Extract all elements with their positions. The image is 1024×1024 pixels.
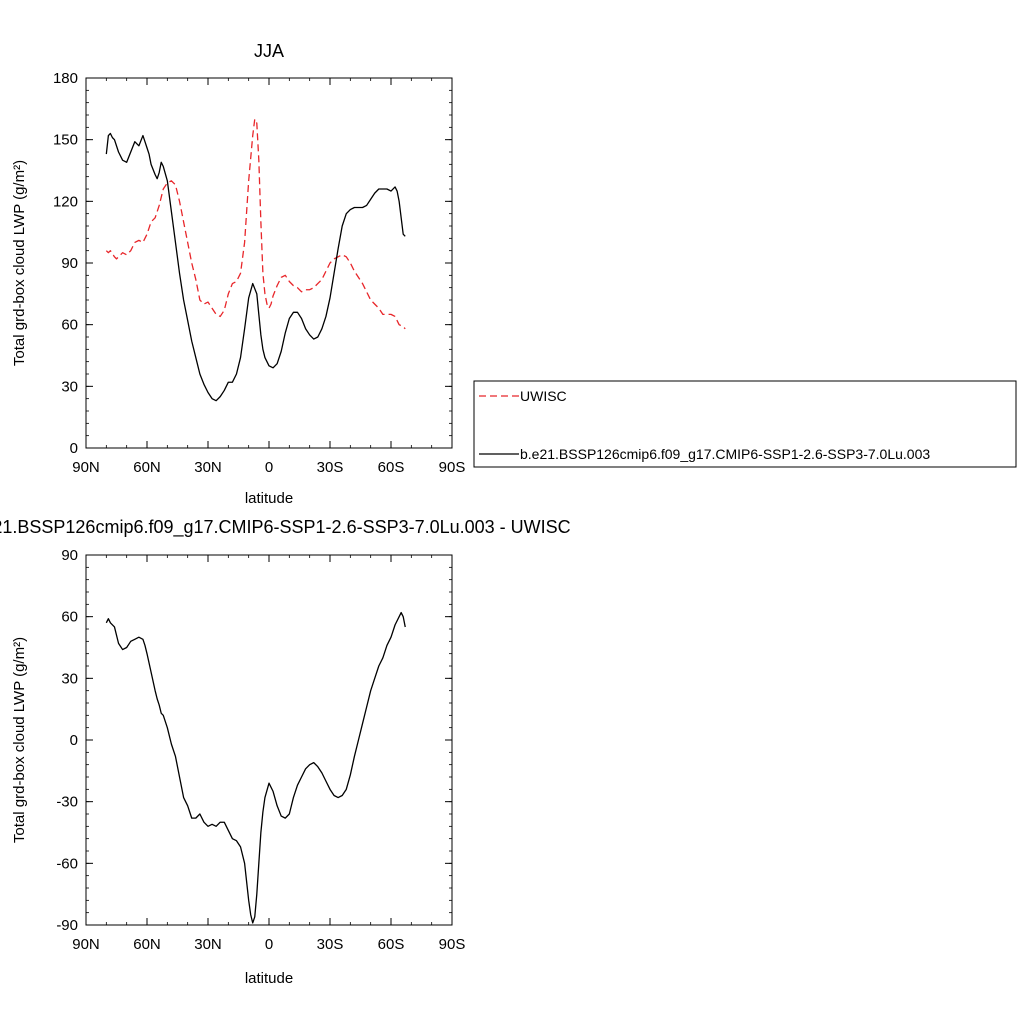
top-ytick-label: 30: [61, 378, 78, 395]
top-x-tick-labels: 90N 60N 30N 0 30S 60S 90S: [72, 459, 465, 476]
bottom-panel: b.e21.BSSP126cmip6.f09_g17.CMIP6-SSP1-2.…: [0, 517, 571, 987]
bottom-xtick-label: 90S: [439, 936, 466, 953]
bottom-series-line-0: [105, 611, 406, 924]
top-panel-title: JJA: [254, 41, 284, 61]
bottom-plot-frame: [85, 554, 453, 926]
bottom-xtick-label: 90N: [72, 936, 100, 953]
top-xtick-label: 60N: [133, 459, 161, 476]
bottom-series-group: [105, 611, 406, 924]
legend-box: [473, 380, 1017, 468]
top-xtick-label: 90S: [439, 459, 466, 476]
bottom-panel-title: b.e21.BSSP126cmip6.f09_g17.CMIP6-SSP1-2.…: [0, 517, 571, 538]
top-ytick-label: 0: [70, 440, 78, 457]
top-series-group: [105, 118, 406, 402]
bottom-ytick-label: -90: [56, 917, 78, 934]
top-panel: JJA 0 30 60 90 120 150 180 90N 60N 30N 0 30S 60S 90S…: [11, 41, 465, 507]
bottom-axis-ticks: [85, 554, 453, 926]
bottom-ytick-label: 0: [70, 732, 78, 749]
top-xtick-label: 0: [265, 459, 273, 476]
top-xtick-label: 60S: [378, 459, 405, 476]
top-ytick-label: 180: [53, 70, 78, 87]
bottom-x-tick-labels: 90N 60N 30N 0 30S 60S 90S: [72, 936, 465, 953]
bottom-xtick-label: 60S: [378, 936, 405, 953]
legend: UWISC b.e21.BSSP126cmip6.f09_g17.CMIP6-S…: [473, 380, 1017, 468]
legend-entry-uwisc: UWISC: [520, 388, 567, 404]
bottom-ytick-label: 60: [61, 609, 78, 626]
top-axis-ticks: [85, 77, 453, 449]
bottom-ytick-label: -30: [56, 794, 78, 811]
top-ytick-label: 150: [53, 132, 78, 149]
top-xtick-label: 30S: [317, 459, 344, 476]
bottom-y-axis-label: Total grd-box cloud LWP (g/m²): [11, 637, 28, 843]
top-ytick-label: 60: [61, 317, 78, 334]
top-y-tick-labels: 0 30 60 90 120 150 180: [53, 70, 78, 457]
top-ytick-label: 90: [61, 255, 78, 272]
top-series-line-1: [105, 132, 406, 402]
bottom-y-tick-labels: -90 -60 -30 0 30 60 90: [56, 547, 78, 934]
bottom-ytick-label: 90: [61, 547, 78, 564]
top-y-axis-label: Total grd-box cloud LWP (g/m²): [11, 160, 28, 366]
top-series-line-0: [105, 118, 406, 330]
top-xtick-label: 30N: [194, 459, 222, 476]
legend-entry-model: b.e21.BSSP126cmip6.f09_g17.CMIP6-SSP1-2.…: [520, 446, 930, 462]
bottom-ytick-label: -60: [56, 855, 78, 872]
bottom-xtick-label: 30S: [317, 936, 344, 953]
bottom-x-axis-label: latitude: [245, 970, 293, 987]
top-xtick-label: 90N: [72, 459, 100, 476]
top-x-axis-label: latitude: [245, 490, 293, 507]
bottom-ytick-label: 30: [61, 670, 78, 687]
bottom-xtick-label: 60N: [133, 936, 161, 953]
bottom-xtick-label: 0: [265, 936, 273, 953]
bottom-xtick-label: 30N: [194, 936, 222, 953]
top-plot-frame: [85, 77, 453, 449]
top-ytick-label: 120: [53, 193, 78, 210]
